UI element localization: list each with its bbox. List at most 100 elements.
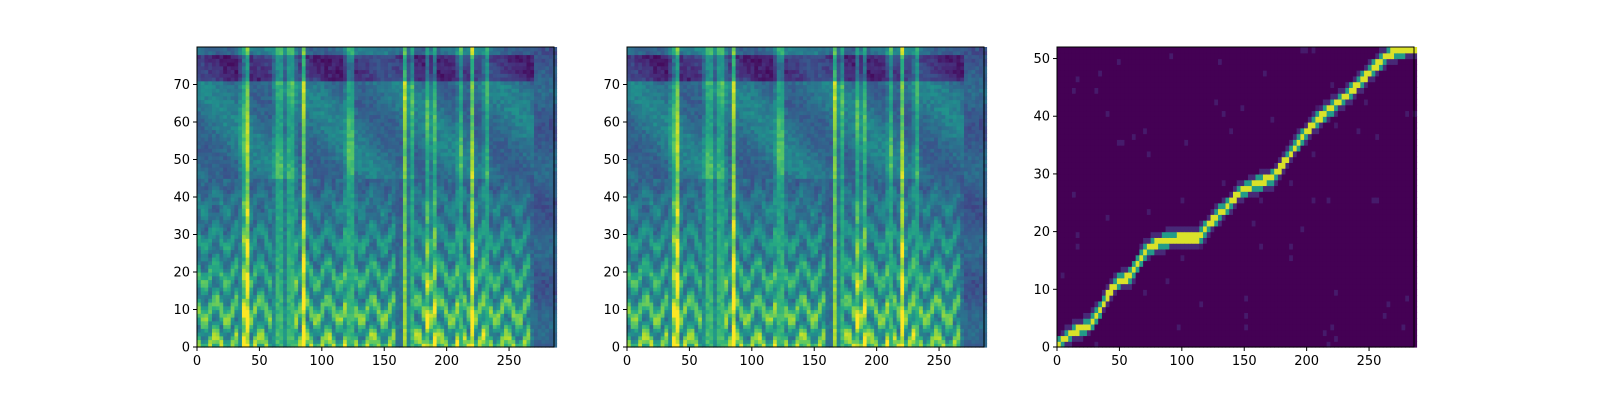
heatmap-cell [283,84,288,89]
heatmap-cell [204,174,209,179]
heatmap-cell [358,65,363,71]
heatmap-cell [373,305,378,311]
heatmap-cell [268,110,273,116]
heatmap-cell [211,167,217,172]
heatmap-cell [328,137,333,142]
heatmap-cell [245,245,251,251]
heatmap-cell [223,230,228,236]
heatmap-cell [264,88,269,93]
heatmap-cell [380,324,385,329]
heatmap-cell [286,204,292,209]
heatmap-cell [215,54,221,59]
heatmap-cell [414,227,419,232]
heatmap-cell [324,332,329,337]
heatmap-cell [358,302,363,307]
heatmap-cell [286,249,292,254]
heatmap-cell [268,328,273,333]
heatmap-cell [238,174,243,179]
heatmap-cell [264,163,269,168]
heatmap-cell [335,272,340,277]
heatmap-cell [406,54,412,59]
heatmap-cell [234,320,239,326]
heatmap-cell [234,65,239,71]
heatmap-cell [395,298,400,303]
heatmap-cell [335,50,340,56]
heatmap-cell [286,62,292,67]
heatmap-cell [328,144,333,149]
heatmap-cell [256,133,262,138]
heatmap-cell [290,144,295,149]
heatmap-cell [211,208,217,213]
heatmap-cell [253,103,258,108]
heatmap-cell [223,103,228,108]
heatmap-cell [294,249,299,254]
heatmap-cell [399,189,404,194]
heatmap-cell [294,159,299,164]
heatmap-cell [339,133,344,138]
heatmap-cell [279,88,284,93]
heatmap-cell [219,328,224,333]
heatmap-cell [387,118,393,123]
heatmap-cell [275,305,280,311]
heatmap-cell [391,170,397,176]
heatmap-cell [271,122,277,127]
heatmap-cell [402,114,408,119]
heatmap-cell [211,88,217,93]
heatmap-cell [226,193,232,198]
heatmap-cell [305,144,310,149]
heatmap-cell [417,287,423,292]
heatmap-cell [331,305,337,311]
heatmap-cell [316,114,322,119]
heatmap-cell [316,84,322,89]
heatmap-cell [395,227,400,232]
heatmap-cell [260,178,265,183]
heatmap-cell [339,242,344,247]
heatmap-cell [264,99,269,104]
heatmap-cell [197,118,202,123]
heatmap-cell [238,234,243,239]
heatmap-cell [361,305,367,311]
heatmap-cell [309,103,314,108]
heatmap-cell [223,245,228,251]
heatmap-cell [241,279,247,284]
heatmap-cell [271,118,277,123]
heatmap-cell [309,182,314,187]
heatmap-cell [358,118,363,123]
heatmap-cell [410,238,415,243]
heatmap-cell [309,167,314,172]
heatmap-cell [354,242,359,247]
heatmap-cell [429,275,434,281]
heatmap-cell [365,80,370,86]
heatmap-cell [391,324,397,329]
heatmap-cell [313,140,318,146]
heatmap-cell [279,302,284,307]
heatmap-cell [260,189,265,194]
heatmap-cell [264,114,269,119]
heatmap-cell [316,189,322,194]
heatmap-cell [335,167,340,172]
heatmap-cell [316,155,322,161]
heatmap-cell [313,264,318,269]
heatmap-cell [253,50,258,56]
heatmap-cell [429,283,434,288]
heatmap-cell [406,283,412,288]
heatmap-cell [234,264,239,269]
heatmap-cell [391,234,397,239]
heatmap-cell [373,197,378,202]
heatmap-cell [384,167,389,172]
heatmap-cell [305,227,310,232]
heatmap-cell [294,230,299,236]
heatmap-cell [234,324,239,329]
heatmap-cell [339,148,344,153]
heatmap-cell [369,144,374,149]
heatmap-cell [268,122,273,127]
heatmap-cell [305,283,310,288]
heatmap-cell [414,290,419,296]
heatmap-cell [298,103,303,108]
heatmap-cell [256,50,262,56]
heatmap-cell [305,223,310,228]
heatmap-cell [395,264,400,269]
heatmap-cell [309,253,314,258]
heatmap-cell [271,185,277,191]
heatmap-cell [256,279,262,284]
